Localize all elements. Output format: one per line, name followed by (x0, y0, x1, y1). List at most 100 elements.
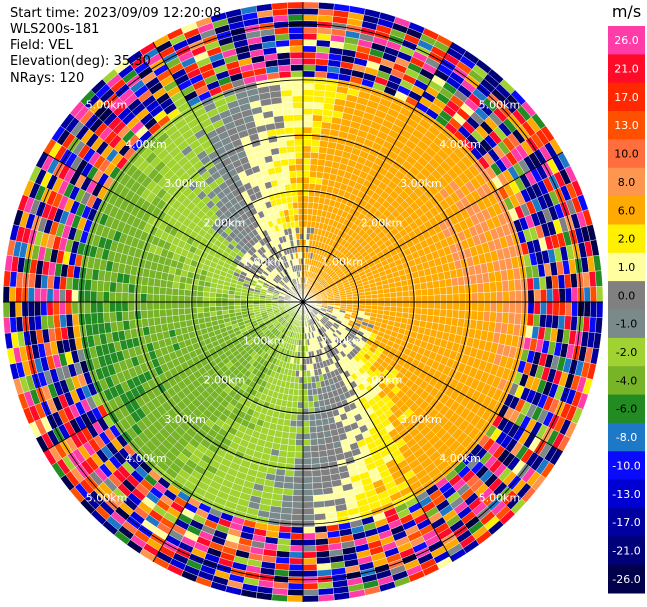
velocity-gate (215, 292, 223, 298)
velocity-gate (274, 562, 290, 571)
velocity-gate (420, 282, 428, 290)
velocity-gate (302, 195, 309, 203)
velocity-gate (302, 201, 309, 209)
velocity-gate (508, 290, 516, 303)
velocity-gate (311, 381, 317, 390)
velocity-gate (383, 301, 391, 307)
velocity-gate (140, 284, 148, 294)
velocity-gate (178, 288, 186, 296)
velocity-gate (46, 301, 54, 316)
velocity-gate (290, 413, 298, 421)
velocity-gate (533, 301, 541, 315)
velocity-gate (302, 595, 319, 603)
velocity-gate (46, 275, 55, 290)
velocity-gate (312, 475, 323, 484)
velocity-gate (84, 290, 91, 303)
velocity-gate (451, 317, 459, 327)
velocity-gate (315, 544, 330, 552)
velocity-gate (463, 318, 471, 329)
velocity-gate (178, 282, 186, 290)
velocity-gate (316, 431, 325, 439)
velocity-gate (477, 292, 485, 303)
velocity-gate (146, 293, 154, 303)
velocity-gate (185, 319, 194, 327)
velocity-gate (298, 382, 304, 390)
velocity-gate (558, 288, 566, 303)
velocity-gate (276, 462, 287, 470)
velocity-gate (159, 294, 166, 303)
velocity-gate (377, 293, 385, 299)
velocity-gate (278, 531, 292, 540)
velocity-gate (315, 52, 330, 60)
velocity-gate (420, 314, 428, 322)
velocity-gate (396, 296, 404, 303)
velocity-gate (227, 297, 235, 303)
velocity-gate (309, 432, 318, 440)
velocity-gate (289, 551, 304, 559)
velocity-gate (476, 311, 485, 322)
velocity-gate (302, 395, 309, 403)
velocity-gate (452, 285, 460, 295)
velocity-gate (527, 289, 535, 303)
velocity-gate (358, 295, 366, 300)
velocity-gate (413, 283, 422, 291)
velocity-gate (159, 316, 168, 325)
velocity-gate (287, 588, 304, 596)
velocity-gate (302, 382, 308, 390)
velocity-gate (412, 277, 421, 285)
velocity-gate (483, 292, 491, 303)
velocity-gate (589, 286, 597, 303)
velocity-gate (440, 301, 447, 310)
velocity-gate (382, 288, 391, 294)
velocity-gate (40, 274, 49, 289)
velocity-gate (421, 301, 429, 309)
velocity-gate (395, 286, 403, 293)
velocity-gate (146, 309, 154, 319)
velocity-gate (287, 438, 296, 446)
velocity-gate (196, 301, 204, 308)
velocity-gate (346, 296, 354, 300)
velocity-gate (295, 439, 304, 446)
velocity-gate (383, 297, 391, 303)
velocity-gate (28, 315, 36, 331)
velocity-gate (319, 456, 329, 464)
velocity-gate (302, 145, 312, 153)
velocity-gate (389, 287, 397, 294)
velocity-gate (546, 288, 554, 303)
velocity-gate (314, 64, 328, 73)
velocity-gate (311, 127, 322, 135)
velocity-gate (27, 287, 35, 303)
velocity-gate (165, 287, 173, 296)
velocity-gate (307, 388, 313, 396)
velocity-gate (570, 315, 578, 331)
velocity-gate (377, 297, 385, 303)
velocity-gate (465, 301, 472, 311)
velocity-gate (594, 270, 603, 287)
velocity-gate (209, 301, 216, 308)
velocity-gate (96, 301, 104, 313)
velocity-gate (316, 165, 325, 173)
velocity-gate (302, 501, 314, 509)
velocity-gate (309, 170, 317, 178)
velocity-gate (440, 294, 447, 303)
velocity-gate (306, 376, 312, 384)
velocity-gate (413, 313, 422, 321)
velocity-gate (178, 308, 186, 316)
velocity-gate (302, 358, 307, 365)
velocity-gate (464, 284, 472, 294)
velocity-gate (421, 295, 429, 303)
velocity-gate (514, 312, 522, 326)
velocity-gate (84, 278, 92, 292)
velocity-gate (289, 557, 304, 565)
velocity-gate (507, 312, 516, 325)
velocity-gate (515, 290, 522, 303)
velocity-gate (515, 301, 522, 314)
velocity-gate (2, 286, 10, 303)
velocity-gate (470, 283, 478, 294)
velocity-gate (438, 316, 447, 325)
velocity-gate (178, 314, 186, 322)
velocity-gate (292, 489, 304, 496)
velocity-gate (389, 306, 397, 312)
velocity-gate (147, 277, 155, 287)
velocity-gate (294, 464, 304, 471)
